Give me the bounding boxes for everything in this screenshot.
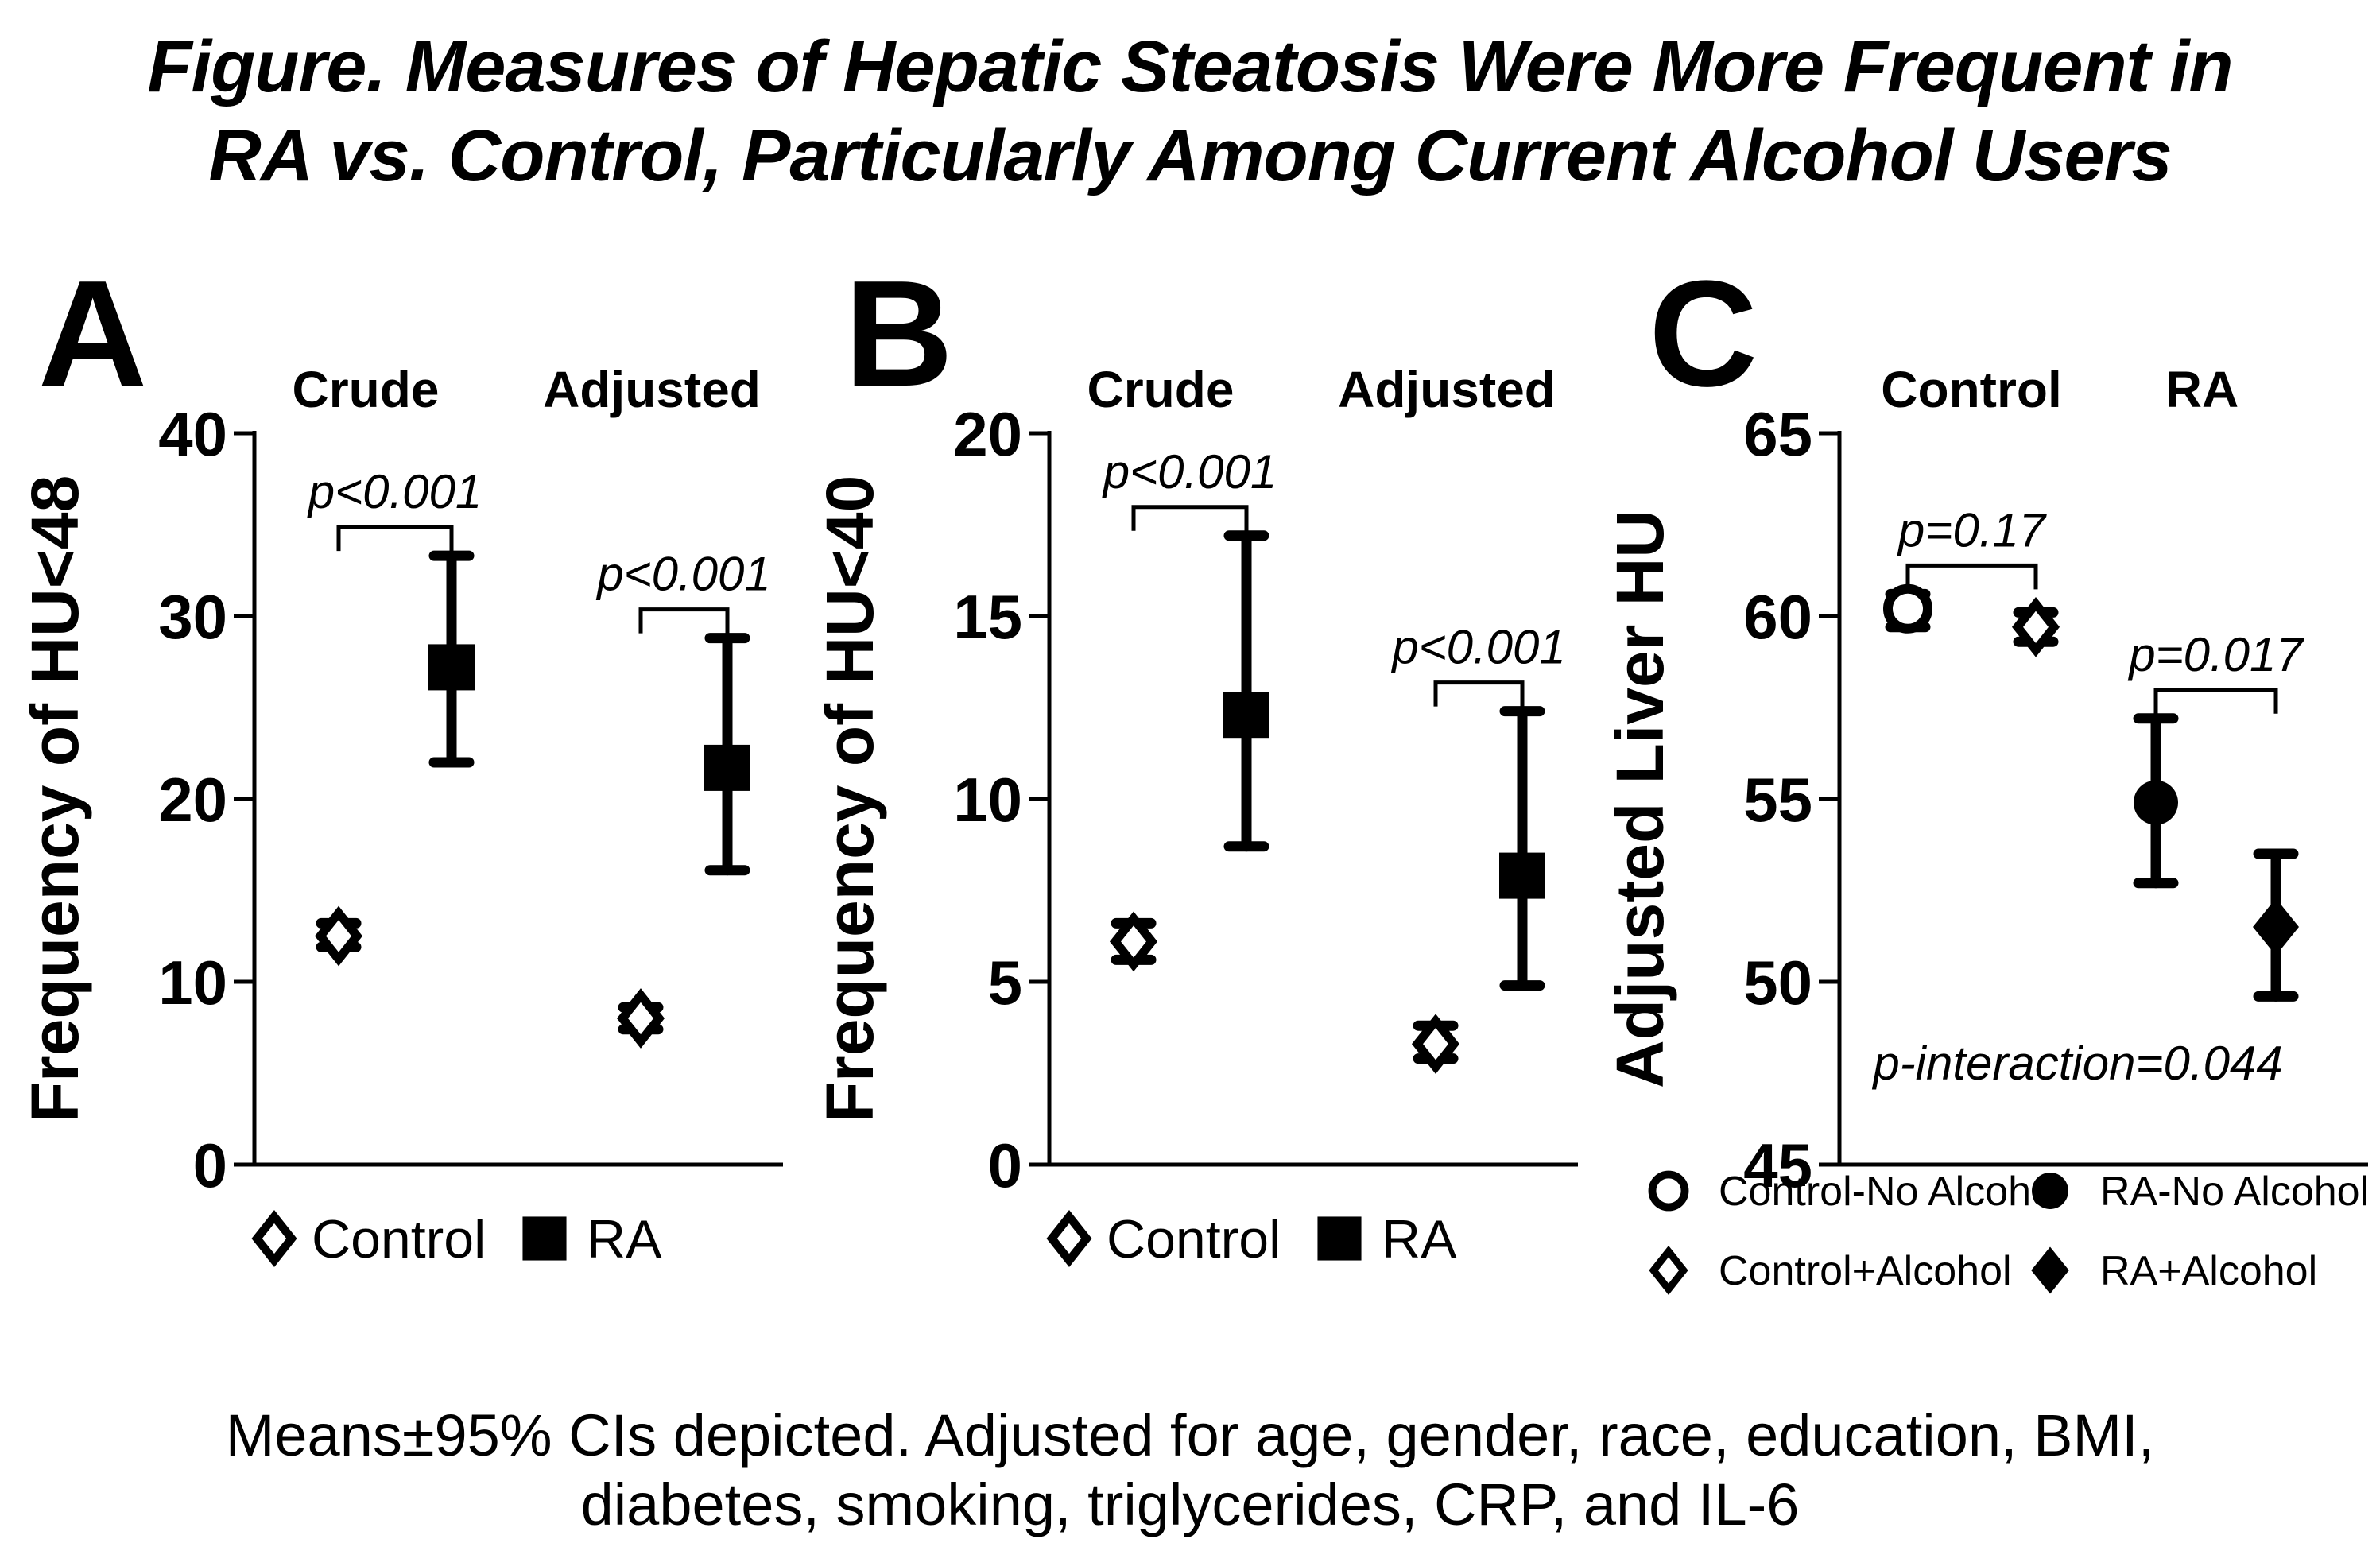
comparison-bracket-1 bbox=[2153, 688, 2278, 714]
data-point-group-ra-no-alcohol bbox=[2133, 713, 2179, 889]
y-tick-label-45: 45 bbox=[1743, 1130, 1812, 1200]
legend-label-control: Control bbox=[1107, 1209, 1281, 1270]
y-axis-title: Adjusted Liver HU bbox=[1603, 510, 1677, 1088]
y-tick-label-10: 10 bbox=[953, 765, 1022, 835]
panel-a-chart: A Crude Adjusted Frequency of HU<48 0 10 20 30 4… bbox=[17, 250, 783, 1270]
marker-ra-adjusted bbox=[704, 744, 750, 791]
footnote-line1: Means±95% CIs depicted. Adjusted for age… bbox=[225, 1402, 2155, 1468]
marker-ra-adjusted bbox=[1499, 852, 1545, 899]
data-point-group-ra-adjusted bbox=[704, 633, 750, 876]
legend-label-ra: RA bbox=[587, 1209, 662, 1270]
p-value-label-0: p<0.001 bbox=[1102, 445, 1277, 498]
panel-b-chart: B Crude Adjusted Frequency of HU<40 0 5 10 15 20… bbox=[812, 250, 1578, 1270]
data-point-group-control-adjusted bbox=[1411, 1014, 1460, 1075]
comparison-bracket-0 bbox=[1905, 563, 2038, 590]
data-point-group-control-no-alcohol bbox=[1883, 583, 1932, 634]
panel-a-letter: A bbox=[38, 250, 147, 418]
marker-ra-crude bbox=[1223, 692, 1269, 739]
legend-label-control-alcohol: Control+Alcohol bbox=[1719, 1248, 2012, 1294]
marker-control-adjusted bbox=[1411, 1014, 1460, 1075]
legend-marker-control bbox=[251, 1210, 297, 1267]
y-tick-label-55: 55 bbox=[1743, 765, 1812, 835]
legend-marker-ra bbox=[1317, 1216, 1362, 1261]
data-point-group-ra-adjusted bbox=[1499, 706, 1545, 991]
group-header-ra: RA bbox=[2165, 361, 2239, 418]
group-header-crude: Crude bbox=[1087, 361, 1235, 418]
marker-control-alcohol bbox=[2011, 596, 2060, 657]
y-tick-label-50: 50 bbox=[1743, 948, 1812, 1018]
y-tick-label-20: 20 bbox=[953, 399, 1022, 469]
legend-marker-ra-no-alcohol bbox=[2032, 1173, 2068, 1209]
p-interaction-label: p-interaction=0.044 bbox=[1871, 1037, 2282, 1090]
marker-ra-alcohol bbox=[2253, 898, 2299, 956]
footnote-line2: diabetes, smoking, triglycerides, CRP, a… bbox=[580, 1471, 1800, 1538]
legend-marker-control-no-alcohol bbox=[1648, 1170, 1689, 1212]
data-point-group-control-alcohol bbox=[2011, 596, 2060, 657]
comparison-bracket-0 bbox=[336, 525, 454, 552]
p-value-label-0: p<0.001 bbox=[307, 465, 483, 518]
data-point-group-ra-crude bbox=[1223, 530, 1269, 852]
marker-ra-crude bbox=[428, 644, 475, 691]
y-tick-label-0: 0 bbox=[193, 1130, 227, 1200]
group-header-control: Control bbox=[1881, 361, 2062, 418]
panel-c-chart: C Control RA Adjusted Liver HU 45 50 55 60 65 p=0… bbox=[1603, 250, 2369, 1296]
data-point-group-control-crude bbox=[314, 905, 363, 967]
legend: Control-No Alcohol Control+Alcohol RA-No A… bbox=[1648, 1169, 2369, 1296]
y-tick-label-5: 5 bbox=[988, 948, 1022, 1018]
y-tick-label-10: 10 bbox=[158, 948, 227, 1018]
marker-control-crude bbox=[1109, 911, 1158, 972]
legend-label-ra: RA bbox=[1382, 1209, 1457, 1270]
data-point-group-ra-crude bbox=[428, 550, 475, 768]
legend-label-ra-no-alcohol: RA-No Alcohol bbox=[2100, 1169, 2369, 1215]
legend-marker-control-alcohol bbox=[1649, 1245, 1688, 1296]
legend-marker-ra-alcohol bbox=[2031, 1246, 2069, 1294]
figure-title: Figure. Measures of Hepatic Steatosis We… bbox=[0, 22, 2380, 200]
y-tick-label-40: 40 bbox=[158, 399, 227, 469]
marker-ra-no-alcohol bbox=[2134, 780, 2178, 825]
data-point-group-ra-alcohol bbox=[2253, 848, 2299, 1002]
group-header-crude: Crude bbox=[293, 361, 440, 418]
figure-title-line2: RA vs. Control, Particularly Among Curre… bbox=[208, 115, 2172, 197]
p-value-label-1: p<0.001 bbox=[1390, 621, 1566, 674]
legend: Control RA bbox=[1046, 1209, 1457, 1270]
y-tick-label-60: 60 bbox=[1743, 582, 1812, 652]
marker-control-crude bbox=[314, 905, 363, 967]
y-tick-label-20: 20 bbox=[158, 765, 227, 835]
panel-b-letter: B bbox=[844, 250, 953, 418]
legend: Control RA bbox=[251, 1209, 662, 1270]
group-header-adjusted: Adjusted bbox=[543, 361, 761, 418]
p-value-label-1: p=0.017 bbox=[2127, 628, 2304, 681]
comparison-bracket-1 bbox=[1433, 680, 1525, 707]
legend-label-ra-alcohol: RA+Alcohol bbox=[2100, 1248, 2317, 1294]
marker-control-adjusted bbox=[616, 988, 665, 1049]
legend-label-control: Control bbox=[312, 1209, 486, 1270]
y-axis-title: Frequency of HU<40 bbox=[812, 475, 887, 1123]
p-value-label-0: p=0.17 bbox=[1897, 503, 2048, 556]
legend-marker-control bbox=[1046, 1210, 1092, 1267]
y-tick-label-30: 30 bbox=[158, 582, 227, 652]
y-tick-label-65: 65 bbox=[1743, 399, 1812, 469]
comparison-bracket-1 bbox=[638, 607, 730, 634]
panel-c-letter: C bbox=[1649, 250, 1758, 418]
marker-control-no-alcohol bbox=[1883, 583, 1932, 634]
figure-footnote: Means±95% CIs depicted. Adjusted for age… bbox=[0, 1401, 2380, 1540]
group-header-adjusted: Adjusted bbox=[1338, 361, 1556, 418]
legend-marker-ra bbox=[522, 1216, 567, 1261]
y-axis-title: Frequency of HU<48 bbox=[17, 475, 92, 1123]
legend-label-control-no-alcohol: Control-No Alcohol bbox=[1719, 1169, 2064, 1215]
y-tick-label-15: 15 bbox=[953, 582, 1022, 652]
p-value-label-1: p<0.001 bbox=[595, 548, 771, 601]
comparison-bracket-0 bbox=[1131, 505, 1249, 531]
data-point-group-control-adjusted bbox=[616, 988, 665, 1049]
figure-title-line1: Figure. Measures of Hepatic Steatosis We… bbox=[147, 26, 2233, 107]
y-tick-label-0: 0 bbox=[988, 1130, 1022, 1200]
data-point-group-control-crude bbox=[1109, 911, 1158, 972]
